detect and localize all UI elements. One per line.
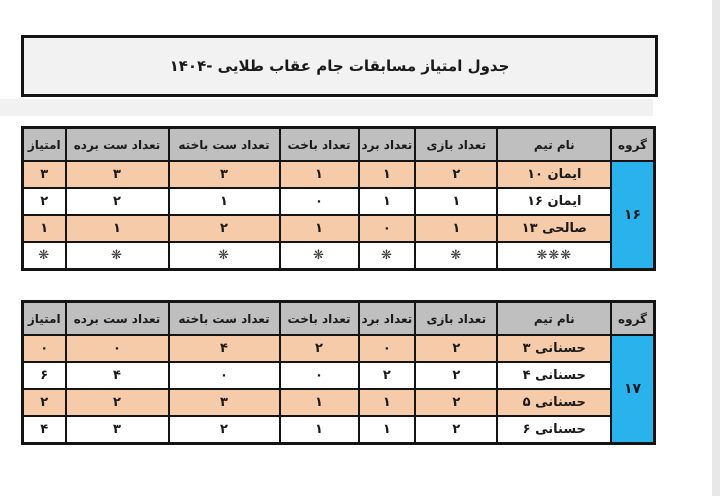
lost-cell: ۱ (278, 160, 360, 189)
col-header-losses: تعداد باخت (278, 300, 360, 336)
header-row: گروه نام تیم تعداد بازی تعداد برد تعداد باخت… (21, 126, 656, 162)
table-row: صالحی ۱۳ ۱ ۰ ۱ ۲ ۱ ۱ (21, 214, 655, 243)
col-header-games-played: تعداد بازی (414, 126, 499, 162)
sets-won-cell: ۲ (64, 388, 170, 417)
points-cell: ۶ (21, 361, 67, 390)
team-name-cell: حسنانی ۵ (496, 388, 613, 417)
col-header-sets-lost: تعداد ست باخته (167, 126, 281, 162)
sets-lost-cell: ۱ (167, 187, 281, 216)
team-name-cell: ایمان ۱۰ (496, 160, 613, 189)
title-box: جدول امتیاز مسابقات جام عقاب طلایی -۱۴۰۴ (21, 35, 658, 97)
played-cell: ۲ (414, 415, 499, 445)
points-cell: ۱ (21, 214, 67, 243)
col-header-sets-won: تعداد ست برده (64, 126, 170, 162)
won-cell: ۱ (357, 160, 417, 189)
won-cell: ❋ (357, 241, 417, 271)
lost-cell: ❋ (278, 241, 360, 271)
sets-lost-cell: ۴ (167, 334, 281, 363)
played-cell: ۲ (414, 334, 499, 363)
sets-won-cell: ۱ (64, 214, 170, 243)
team-name-cell: ❋❋❋ (496, 241, 613, 271)
score-table-group-17-wrap: گروه نام تیم تعداد بازی تعداد برد تعداد باخت… (21, 300, 656, 445)
lost-cell: ۲ (278, 334, 360, 363)
page-title: جدول امتیاز مسابقات جام عقاب طلایی -۱۴۰۴ (169, 57, 510, 75)
won-cell: ۲ (357, 361, 417, 390)
spacer-band (0, 99, 653, 116)
sets-lost-cell: ۲ (167, 214, 281, 243)
col-header-group: گروه (610, 126, 656, 162)
sets-won-cell: ۰ (64, 334, 170, 363)
col-header-points: امتیاز (21, 126, 67, 162)
team-name-cell: حسنانی ۳ (496, 334, 613, 363)
col-header-games-played: تعداد بازی (414, 300, 499, 336)
sets-won-cell: ❋ (64, 241, 170, 271)
points-cell: ❋ (21, 241, 67, 271)
col-header-team-name: نام تیم (496, 300, 613, 336)
won-cell: ۱ (357, 388, 417, 417)
col-header-losses: تعداد باخت (278, 126, 360, 162)
score-table-group-17: گروه نام تیم تعداد بازی تعداد برد تعداد باخت… (21, 300, 656, 445)
sets-lost-cell: ۳ (167, 388, 281, 417)
col-header-wins: تعداد برد (357, 300, 417, 336)
team-name-cell: صالحی ۱۳ (496, 214, 613, 243)
won-cell: ۰ (357, 334, 417, 363)
sets-won-cell: ۳ (64, 160, 170, 189)
points-cell: ۲ (21, 187, 67, 216)
lost-cell: ۰ (278, 187, 360, 216)
sets-won-cell: ۳ (64, 415, 170, 445)
lost-cell: ۱ (278, 415, 360, 445)
page-edge-strip (712, 0, 720, 496)
team-name-cell: ایمان ۱۶ (496, 187, 613, 216)
team-name-cell: حسنانی ۶ (496, 415, 613, 445)
team-name-cell: حسنانی ۴ (496, 361, 613, 390)
group-cell: ۱۷ (610, 334, 656, 445)
points-cell: ۰ (21, 334, 67, 363)
sets-lost-cell: ۰ (167, 361, 281, 390)
played-cell: ❋ (414, 241, 499, 271)
played-cell: ۲ (414, 388, 499, 417)
sets-lost-cell: ۳ (167, 160, 281, 189)
col-header-group: گروه (610, 300, 656, 336)
points-cell: ۳ (21, 160, 67, 189)
points-cell: ۲ (21, 388, 67, 417)
table-row: ۱۶ ایمان ۱۰ ۲ ۱ ۱ ۳ ۳ ۳ (21, 160, 656, 271)
played-cell: ۱ (414, 214, 499, 243)
header-row: گروه نام تیم تعداد بازی تعداد برد تعداد باخت… (21, 300, 656, 336)
score-table-group-16: گروه نام تیم تعداد بازی تعداد برد تعداد باخت… (21, 126, 656, 271)
lost-cell: ۱ (278, 388, 360, 417)
played-cell: ۲ (414, 160, 499, 189)
col-header-team-name: نام تیم (496, 126, 613, 162)
sets-lost-cell: ❋ (167, 241, 281, 271)
group-cell: ۱۶ (610, 160, 656, 271)
won-cell: ۰ (357, 214, 417, 243)
sets-won-cell: ۲ (64, 187, 170, 216)
won-cell: ۱ (357, 415, 417, 445)
lost-cell: ۰ (278, 361, 360, 390)
sets-lost-cell: ۲ (167, 415, 281, 445)
col-header-sets-won: تعداد ست برده (64, 300, 170, 336)
col-header-points: امتیاز (21, 300, 67, 336)
table-row: ایمان ۱۶ ۱ ۱ ۰ ۱ ۲ ۲ (21, 187, 655, 216)
score-table-group-16-wrap: گروه نام تیم تعداد بازی تعداد برد تعداد باخت… (21, 126, 656, 271)
table-row: ❋❋❋ ❋ ❋ ❋ ❋ ❋ ❋ (21, 241, 655, 271)
points-cell: ۴ (21, 415, 67, 445)
lost-cell: ۱ (278, 214, 360, 243)
played-cell: ۱ (414, 187, 499, 216)
col-header-sets-lost: تعداد ست باخته (167, 300, 281, 336)
won-cell: ۱ (357, 187, 417, 216)
played-cell: ۲ (414, 361, 499, 390)
sets-won-cell: ۴ (64, 361, 170, 390)
col-header-wins: تعداد برد (357, 126, 417, 162)
